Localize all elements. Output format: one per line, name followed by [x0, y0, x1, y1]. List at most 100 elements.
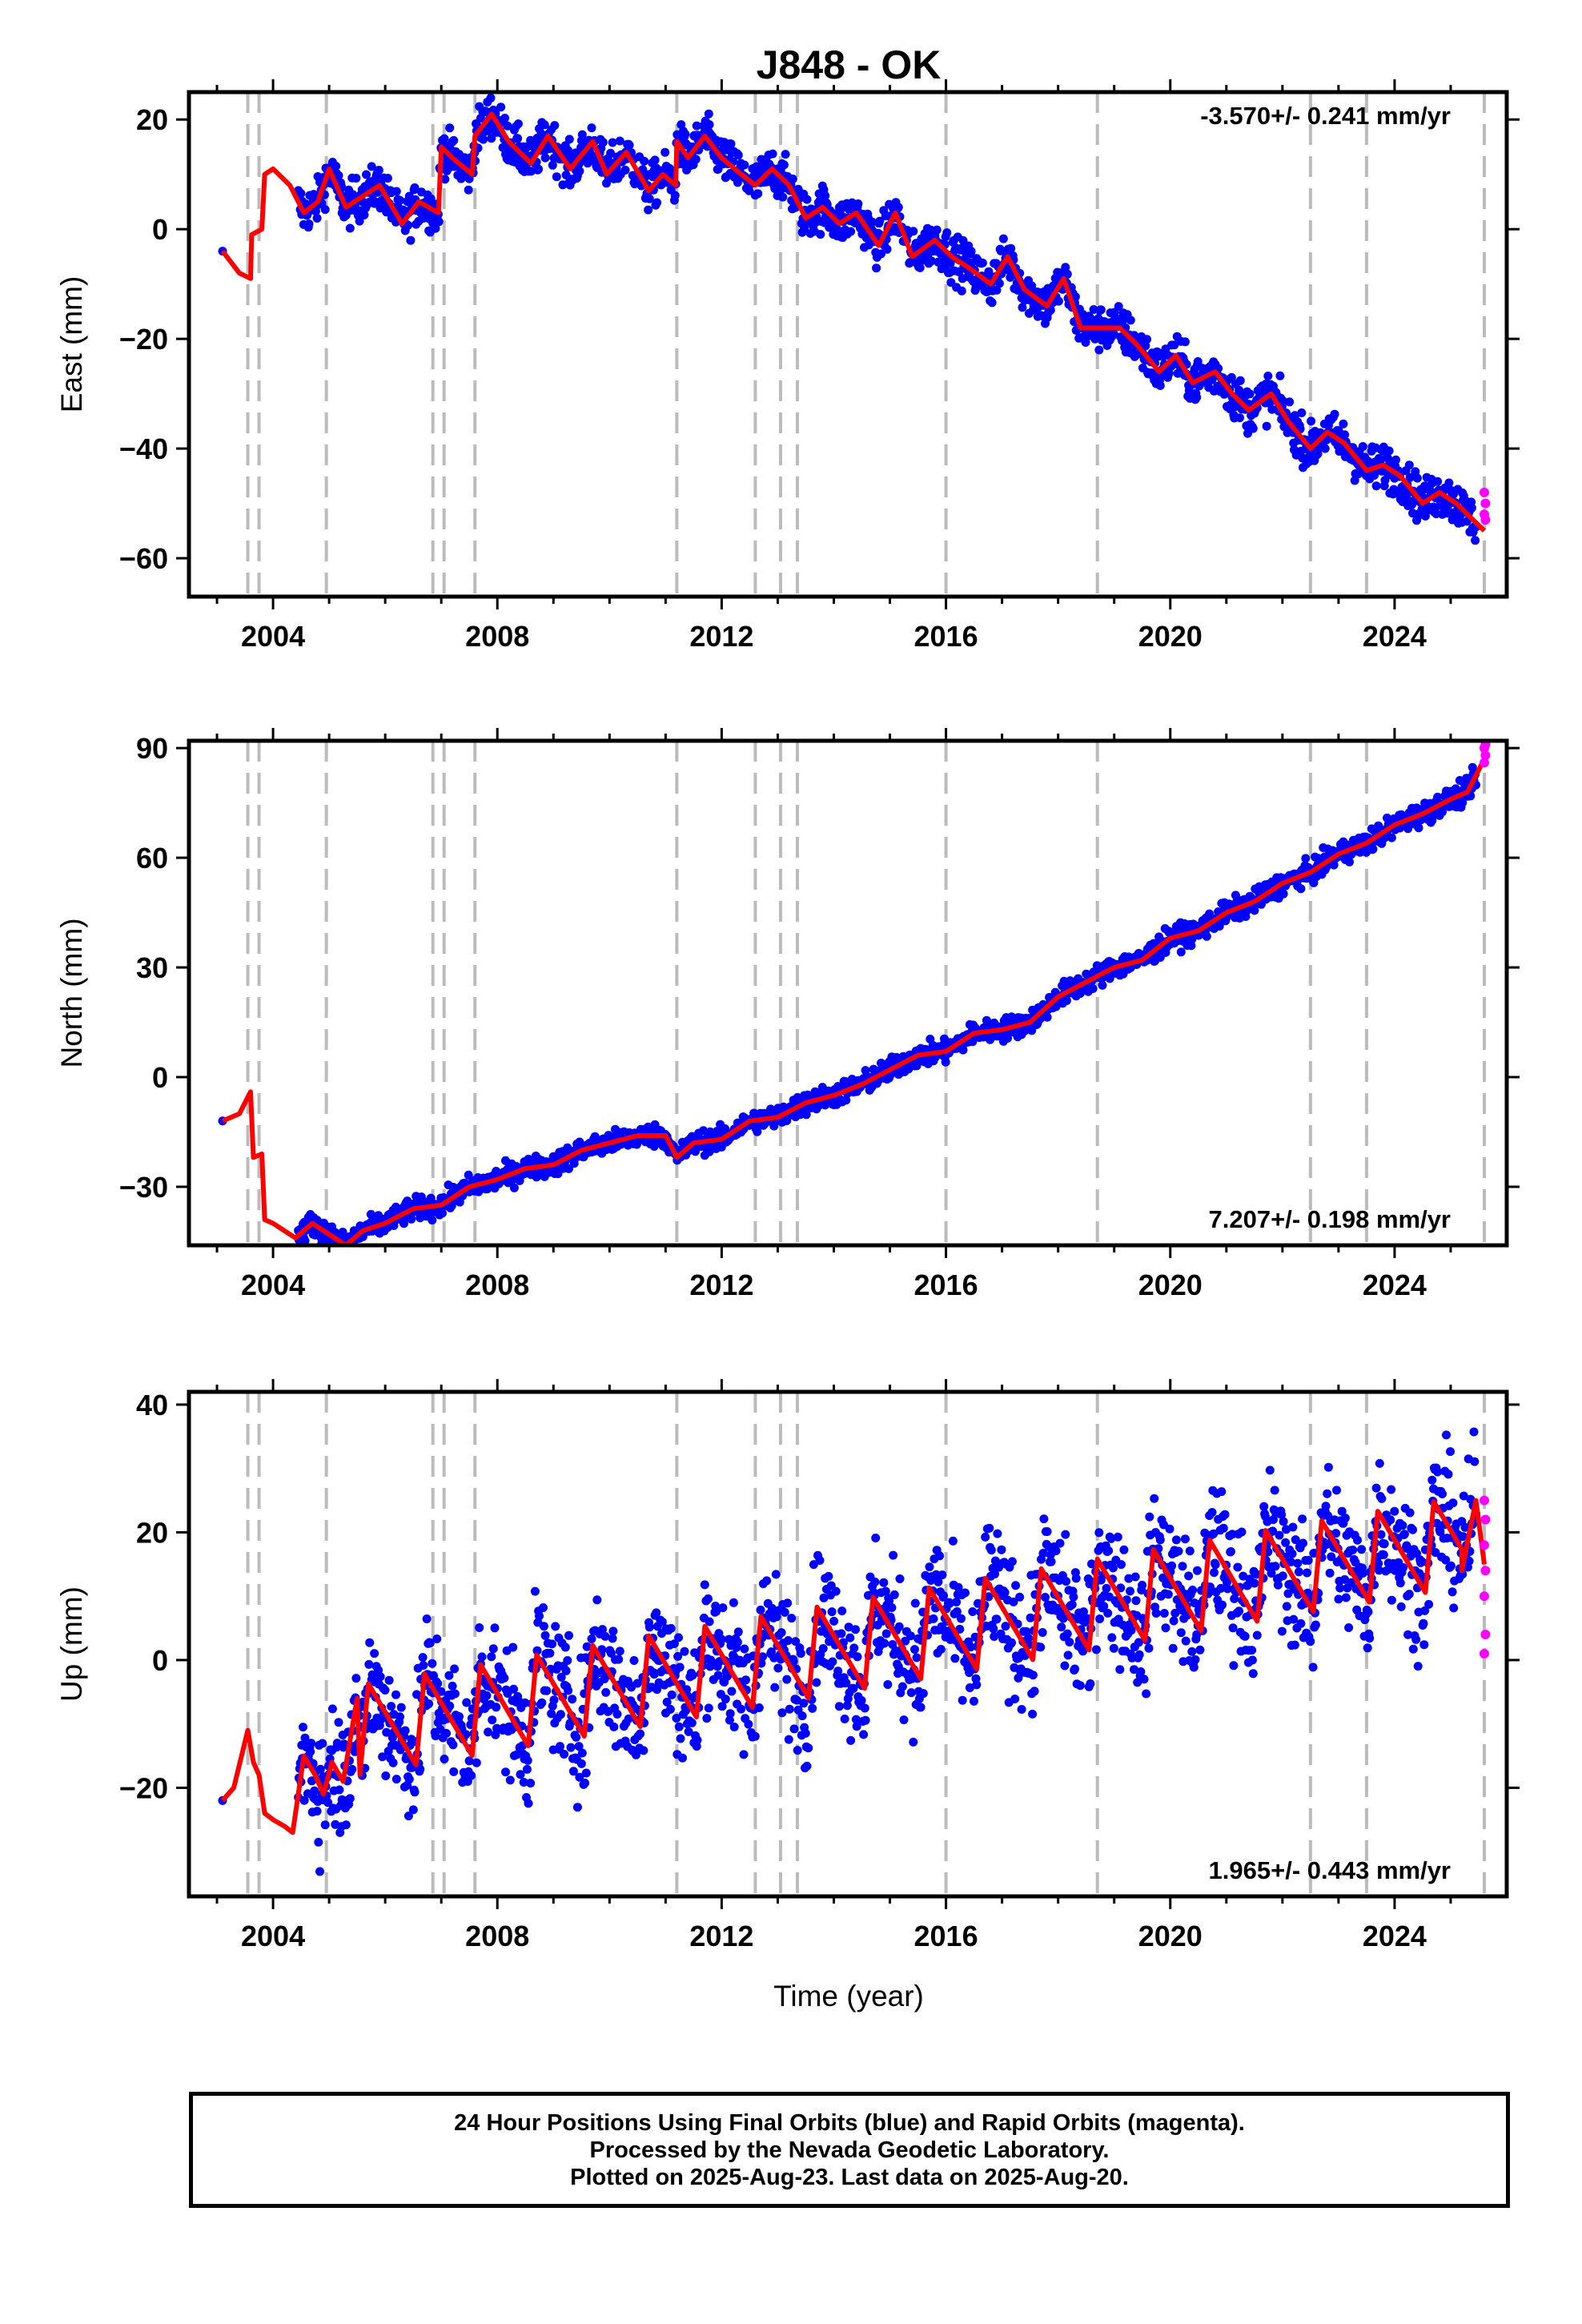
- final-orbit-point: [540, 1630, 550, 1640]
- final-orbit-point: [419, 1661, 428, 1670]
- final-orbit-point: [644, 194, 654, 203]
- final-orbit-point: [729, 1723, 739, 1731]
- final-orbit-point: [1117, 1560, 1126, 1570]
- final-orbit-point: [852, 1722, 861, 1731]
- final-orbit-point: [424, 1699, 434, 1708]
- final-orbit-point: [704, 1594, 713, 1603]
- final-orbit-point: [844, 1622, 853, 1632]
- final-orbit-point: [899, 1715, 909, 1725]
- final-orbit-point: [717, 1702, 727, 1711]
- final-orbit-point: [556, 1672, 566, 1682]
- final-orbit-point: [556, 1742, 564, 1751]
- final-orbit-point: [312, 1807, 322, 1816]
- final-orbit-point: [314, 1837, 323, 1847]
- final-orbit-point: [462, 1698, 472, 1707]
- x-tick-label: 2024: [1363, 1269, 1427, 1301]
- final-orbit-point: [606, 1648, 616, 1658]
- final-orbit-point: [1051, 1546, 1061, 1555]
- final-orbit-point: [449, 135, 459, 145]
- x-tick-label: 2008: [465, 620, 529, 653]
- final-orbit-point: [1069, 1592, 1078, 1602]
- final-orbit-point: [1176, 947, 1186, 957]
- final-orbit-point: [1119, 1545, 1129, 1554]
- final-orbit-point: [1384, 446, 1394, 456]
- final-orbit-point: [338, 1228, 347, 1236]
- final-orbit-points-north: [218, 762, 1480, 1245]
- final-orbit-point: [644, 1622, 654, 1632]
- final-orbit-point: [712, 1606, 721, 1616]
- final-orbit-point: [513, 119, 523, 129]
- final-orbit-point: [941, 1057, 950, 1067]
- final-orbit-point: [1444, 478, 1454, 488]
- final-orbit-point: [958, 1045, 968, 1055]
- final-orbit-point: [1138, 1580, 1147, 1590]
- final-orbit-point: [312, 214, 322, 223]
- final-orbit-point: [545, 1648, 555, 1658]
- final-orbit-point: [576, 1759, 586, 1768]
- final-orbit-point: [932, 225, 942, 235]
- final-orbit-point: [391, 1775, 401, 1784]
- final-orbit-point: [387, 1702, 396, 1711]
- final-orbit-point: [998, 234, 1008, 243]
- y-tick-label: −60: [119, 542, 168, 575]
- final-orbit-point: [717, 1634, 726, 1644]
- final-orbit-point: [629, 1656, 639, 1665]
- final-orbit-point: [520, 1698, 530, 1707]
- final-orbit-point: [845, 1633, 855, 1642]
- final-orbit-point: [587, 1634, 596, 1643]
- final-orbit-point: [442, 1728, 451, 1738]
- final-orbit-point: [1007, 1638, 1016, 1647]
- final-orbit-point: [1007, 1557, 1017, 1566]
- final-orbit-point: [1113, 1532, 1122, 1542]
- final-orbit-point: [831, 1586, 841, 1596]
- final-orbit-point: [1180, 337, 1190, 347]
- panel-east: 2004 2008 2012 2016 2020 2024200−20−40−60East…: [55, 79, 1520, 653]
- final-orbit-point: [726, 139, 736, 149]
- final-orbit-point: [318, 1739, 327, 1748]
- final-orbit-point: [781, 150, 790, 159]
- final-orbit-point: [1060, 1661, 1070, 1671]
- final-orbit-point: [693, 1735, 702, 1745]
- final-orbit-point: [1202, 931, 1211, 941]
- panel-frame-north: [187, 738, 1509, 1248]
- final-orbit-point: [1079, 1607, 1088, 1617]
- final-orbit-point: [1015, 1592, 1025, 1602]
- final-orbit-point: [880, 1638, 889, 1648]
- y-tick-label: −40: [119, 432, 168, 465]
- final-orbit-point: [351, 174, 361, 183]
- final-orbit-point: [590, 1132, 600, 1141]
- final-orbit-point: [784, 1636, 793, 1645]
- final-orbit-point: [1104, 1546, 1114, 1555]
- final-orbit-point: [1115, 1665, 1125, 1675]
- final-orbit-point: [456, 174, 466, 183]
- final-orbit-point: [600, 1631, 610, 1641]
- final-orbit-point: [984, 267, 994, 276]
- final-orbit-point: [1186, 941, 1196, 951]
- final-orbit-point: [1467, 503, 1476, 513]
- final-orbit-point: [560, 1750, 569, 1759]
- final-orbit-point: [530, 1586, 540, 1596]
- final-orbit-point: [408, 1805, 418, 1815]
- final-orbit-point: [1170, 340, 1179, 350]
- final-orbit-point: [440, 1755, 449, 1763]
- final-orbit-point: [542, 1686, 552, 1695]
- rate-label-east: -3.570+/- 0.241 mm/yr: [1200, 102, 1451, 130]
- final-orbit-point: [1468, 762, 1477, 772]
- final-orbit-point: [1087, 1559, 1096, 1569]
- final-orbit-point: [1279, 889, 1288, 899]
- final-orbit-point: [744, 1719, 753, 1729]
- final-orbit-point: [416, 1764, 425, 1774]
- final-orbit-point: [606, 148, 616, 158]
- final-orbit-point: [432, 1634, 442, 1643]
- final-orbit-point: [487, 1652, 496, 1662]
- final-orbit-point: [733, 178, 742, 187]
- final-orbit-point: [1041, 1593, 1050, 1602]
- final-orbit-point: [754, 1703, 764, 1712]
- final-orbit-point: [1096, 305, 1106, 315]
- final-orbit-point: [500, 114, 510, 123]
- final-orbit-point: [581, 1768, 591, 1778]
- final-orbit-point: [1028, 1709, 1038, 1719]
- final-orbit-point: [335, 1785, 344, 1795]
- final-orbit-point: [304, 219, 314, 229]
- final-orbit-point: [1036, 1642, 1046, 1652]
